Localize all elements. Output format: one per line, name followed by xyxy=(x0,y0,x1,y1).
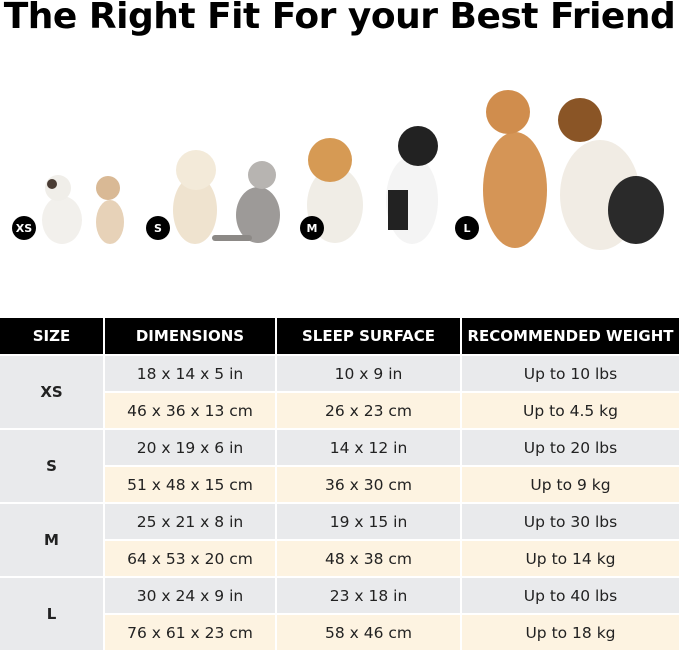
header-size: SIZE xyxy=(0,318,104,355)
weight-cm-cell: Up to 18 kg xyxy=(460,613,679,650)
size-cell: XS xyxy=(0,354,104,429)
sleep-surface-cm-cell: 36 x 30 cm xyxy=(275,465,461,503)
size-cell: S xyxy=(0,428,104,503)
size-badge-xs: XS xyxy=(12,216,36,240)
table-row: XS 18 x 14 x 5 in 10 x 9 in Up to 10 lbs xyxy=(0,354,679,429)
sleep-surface-cm-cell: 26 x 23 cm xyxy=(275,391,461,429)
dimensions-in-cell: 30 x 24 x 9 in xyxy=(103,576,276,614)
size-badge-s: S xyxy=(146,216,170,240)
collie-l xyxy=(558,98,664,250)
table-row: 51 x 48 x 15 cm 36 x 30 cm Up to 9 kg xyxy=(0,465,679,503)
sleep-surface-in-cell: 10 x 9 in xyxy=(275,354,461,392)
table-row: M 25 x 21 x 8 in 19 x 15 in Up to 30 lbs xyxy=(0,502,679,577)
sleep-surface-in-cell: 23 x 18 in xyxy=(275,576,461,614)
header-dimensions: DIMENSIONS xyxy=(103,318,276,355)
table-row: 64 x 53 x 20 cm 48 x 38 cm Up to 14 kg xyxy=(0,539,679,577)
size-badge-l: L xyxy=(455,216,479,240)
size-cell: M xyxy=(0,502,104,577)
dimensions-in-cell: 25 x 21 x 8 in xyxy=(103,502,276,540)
weight-in-cell: Up to 30 lbs xyxy=(460,502,679,540)
size-cell: L xyxy=(0,576,104,650)
weight-cm-cell: Up to 9 kg xyxy=(460,465,679,503)
dimensions-cm-cell: 76 x 61 x 23 cm xyxy=(103,613,276,650)
poodle-s xyxy=(173,150,217,244)
border-collie-m xyxy=(386,126,438,244)
table-row: L 30 x 24 x 9 in 23 x 18 in Up to 40 lbs xyxy=(0,576,679,650)
pets-image xyxy=(42,90,664,250)
weight-cm-cell: Up to 4.5 kg xyxy=(460,391,679,429)
cat-s xyxy=(212,161,280,243)
cat-xs xyxy=(42,175,82,244)
sleep-surface-in-cell: 14 x 12 in xyxy=(275,428,461,466)
table-row: 46 x 36 x 13 cm 26 x 23 cm Up to 4.5 kg xyxy=(0,391,679,429)
pet-size-illustration: XS S M L xyxy=(0,80,679,260)
corgi-m xyxy=(307,138,363,243)
header-recommended-weight: RECOMMENDED WEIGHT xyxy=(460,318,679,355)
sleep-surface-in-cell: 19 x 15 in xyxy=(275,502,461,540)
header-sleep-surface: SLEEP SURFACE xyxy=(275,318,461,355)
dimensions-in-cell: 18 x 14 x 5 in xyxy=(103,354,276,392)
weight-in-cell: Up to 20 lbs xyxy=(460,428,679,466)
golden-retriever-l xyxy=(483,90,547,248)
dimensions-cm-cell: 64 x 53 x 20 cm xyxy=(103,539,276,577)
chihuahua-xs xyxy=(96,176,124,244)
dimensions-cm-cell: 51 x 48 x 15 cm xyxy=(103,465,276,503)
weight-cm-cell: Up to 14 kg xyxy=(460,539,679,577)
sleep-surface-cm-cell: 48 x 38 cm xyxy=(275,539,461,577)
table-row: 76 x 61 x 23 cm 58 x 46 cm Up to 18 kg xyxy=(0,613,679,650)
dimensions-cm-cell: 46 x 36 x 13 cm xyxy=(103,391,276,429)
dimensions-in-cell: 20 x 19 x 6 in xyxy=(103,428,276,466)
table-row: S 20 x 19 x 6 in 14 x 12 in Up to 20 lbs xyxy=(0,428,679,503)
weight-in-cell: Up to 10 lbs xyxy=(460,354,679,392)
size-badge-m: M xyxy=(300,216,324,240)
page-title: The Right Fit For your Best Friend xyxy=(3,0,676,37)
size-chart-table: SIZE DIMENSIONS SLEEP SURFACE RECOMMENDE… xyxy=(0,318,679,650)
sleep-surface-cm-cell: 58 x 46 cm xyxy=(275,613,461,650)
table-header-row: SIZE DIMENSIONS SLEEP SURFACE RECOMMENDE… xyxy=(0,318,679,355)
weight-in-cell: Up to 40 lbs xyxy=(460,576,679,614)
